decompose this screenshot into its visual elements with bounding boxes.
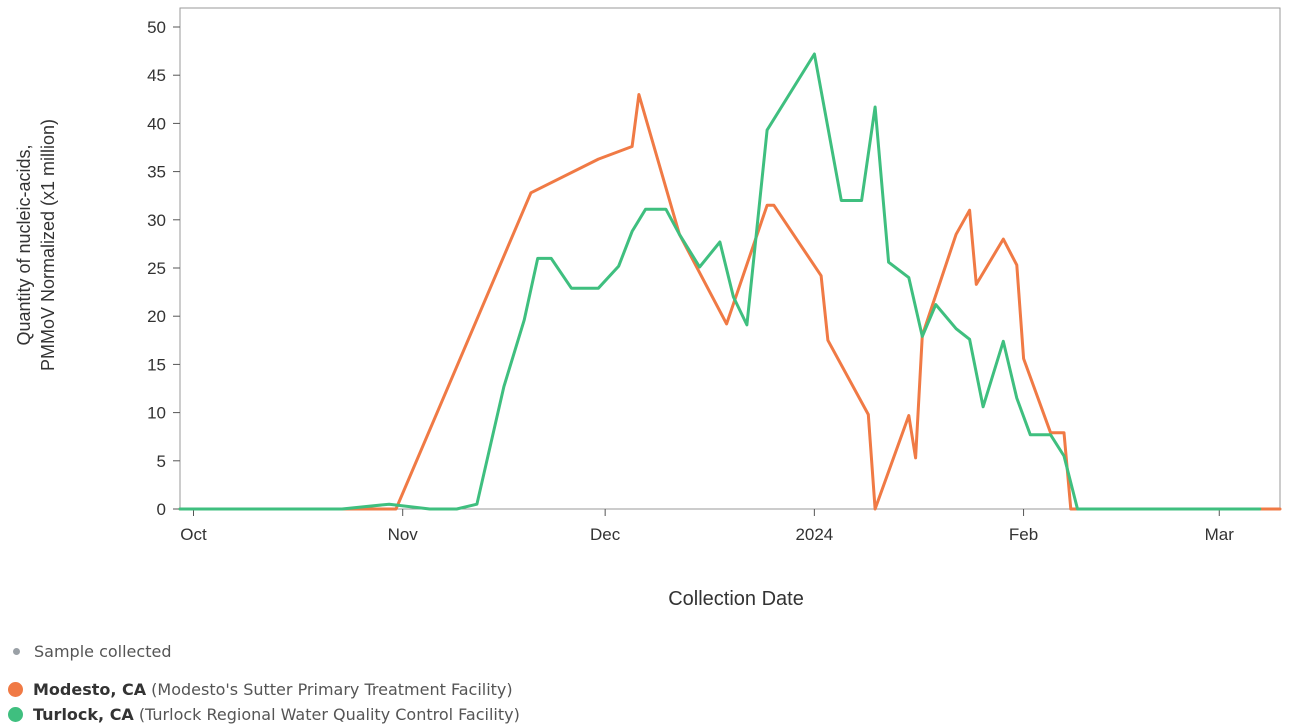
y-tick-label: 45 (147, 66, 166, 85)
y-tick-label: 30 (147, 211, 166, 230)
y-tick-label: 20 (147, 307, 166, 326)
y-tick-label: 50 (147, 18, 166, 37)
legend-item-detail: (Modesto's Sutter Primary Treatment Faci… (151, 680, 513, 699)
sample-dot-icon (13, 648, 20, 655)
x-axis: Oct Nov Dec 2024 Feb Mar (180, 509, 1234, 544)
y-tick-label: 0 (157, 500, 166, 519)
legend-item-name: Turlock, CA (33, 705, 134, 724)
y-axis-label-line-1: Quantity of nucleic-acids, (14, 144, 34, 345)
y-tick-label: 5 (157, 452, 166, 471)
x-tick-label: Oct (180, 525, 207, 544)
x-tick-label: Dec (590, 525, 621, 544)
modesto-color-dot-icon (8, 682, 23, 697)
y-tick-label: 10 (147, 404, 166, 423)
x-tick-label: 2024 (795, 525, 833, 544)
plot-frame (179, 7, 1281, 510)
y-axis: 0 5 10 15 20 25 30 35 40 45 50 (147, 18, 180, 519)
x-tick-label: Feb (1009, 525, 1038, 544)
legend-sample-label: Sample collected (34, 642, 172, 661)
legend-item-name: Modesto, CA (33, 680, 147, 699)
line-chart: 0 5 10 15 20 25 30 35 40 45 50 Oct Nov Dec 2024 Feb Mar… (14, 7, 1282, 610)
y-tick-label: 25 (147, 259, 166, 278)
series-lines (178, 52, 1282, 511)
x-tick-label: Nov (388, 525, 419, 544)
y-tick-label: 35 (147, 163, 166, 182)
y-tick-label: 15 (147, 355, 166, 374)
turlock-color-dot-icon (8, 707, 23, 722)
legend-item-turlock[interactable]: Turlock, CA (Turlock Regional Water Qual… (8, 705, 520, 724)
y-tick-label: 40 (147, 114, 166, 133)
series-line-modesto (178, 93, 1282, 511)
x-axis-label: Collection Date (668, 588, 804, 610)
legend-item-modesto[interactable]: Modesto, CA (Modesto's Sutter Primary Tr… (8, 680, 513, 699)
series-line-turlock (178, 52, 1262, 511)
legend-sample-collected: Sample collected (8, 642, 171, 661)
legend-item-detail: (Turlock Regional Water Quality Control … (138, 705, 520, 724)
x-tick-label: Mar (1205, 525, 1235, 544)
y-axis-label-line-2: PMMoV Normalized (x1 million) (38, 119, 58, 371)
